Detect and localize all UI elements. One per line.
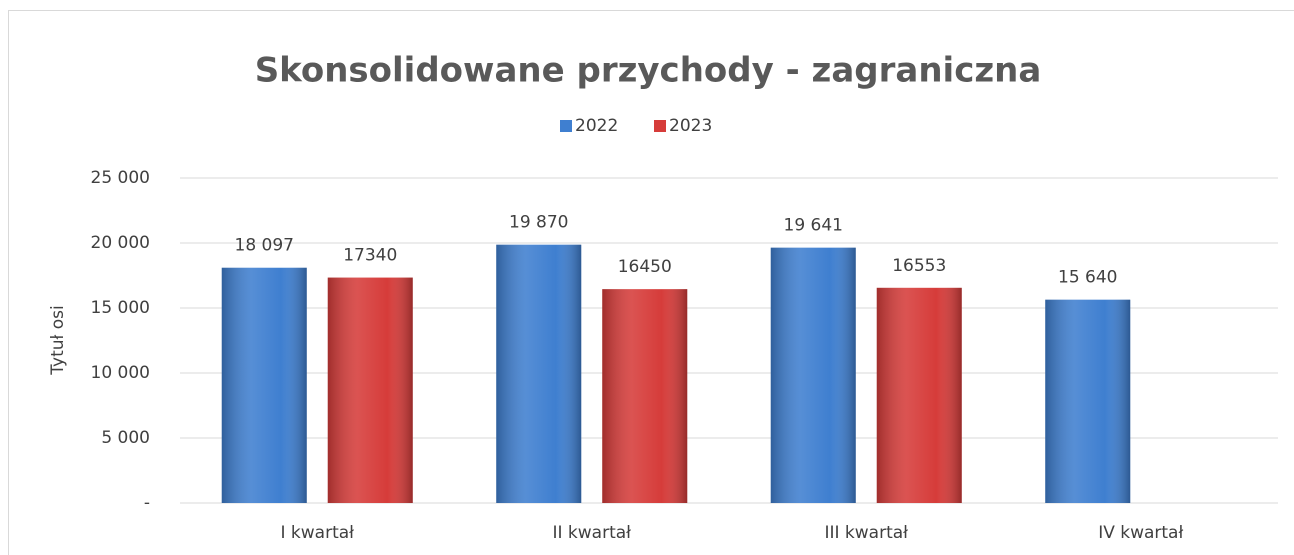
y-tick-label: 20 000 — [91, 233, 150, 253]
y-tick-label: 10 000 — [91, 363, 150, 383]
y-axis-label: Tytuł osi — [48, 305, 68, 375]
bar — [1045, 299, 1131, 503]
x-tick-label: II kwartał — [552, 523, 631, 543]
bar — [327, 277, 413, 503]
bar — [770, 247, 856, 503]
data-label: 18 097 — [235, 236, 294, 256]
chart-title: Skonsolidowane przychody - zagraniczna — [255, 51, 1042, 91]
legend-swatch — [654, 120, 666, 132]
bar — [876, 287, 962, 503]
bar — [602, 289, 688, 503]
data-label: 16450 — [618, 257, 672, 277]
x-tick-label: IV kwartał — [1098, 523, 1183, 543]
y-tick-label: 15 000 — [91, 298, 150, 318]
legend-label: 2022 — [575, 116, 618, 136]
x-tick-label: I kwartał — [281, 523, 355, 543]
data-label: 16553 — [892, 256, 946, 276]
chart-border — [8, 10, 1294, 555]
data-label: 15 640 — [1058, 268, 1117, 288]
data-label: 19 870 — [509, 213, 568, 233]
bar — [496, 244, 582, 503]
y-tick-label: - — [144, 493, 150, 513]
x-tick-label: III kwartał — [824, 523, 908, 543]
data-label: 19 641 — [784, 216, 843, 236]
y-tick-label: 5 000 — [101, 428, 150, 448]
y-tick-label: 25 000 — [91, 168, 150, 188]
bar — [221, 267, 307, 503]
legend-label: 2023 — [669, 116, 712, 136]
legend-swatch — [560, 120, 572, 132]
data-label: 17340 — [343, 246, 397, 266]
